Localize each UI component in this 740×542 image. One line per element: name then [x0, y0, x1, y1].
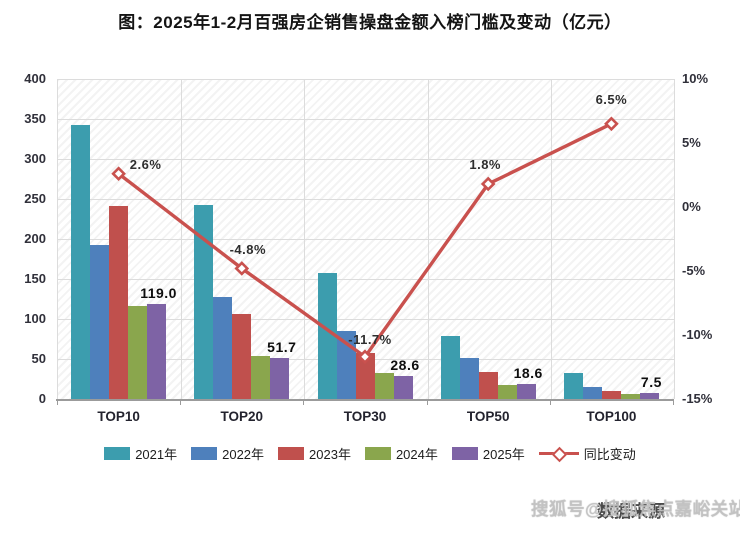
- gridline-horizontal: [58, 119, 674, 120]
- legend: 2021年 2022年 2023年 2024年 2025年 同比变动: [0, 444, 740, 463]
- data-label: 18.6: [513, 365, 543, 382]
- y-tick-label-left: 0: [38, 391, 46, 406]
- gridline-vertical: [181, 79, 183, 399]
- bar-2025年-TOP30: [393, 376, 413, 399]
- legend-swatch: [104, 447, 131, 460]
- x-tick-label: TOP30: [343, 409, 387, 424]
- bar-2023年-TOP50: [478, 371, 498, 399]
- chart-title: 图：2025年1-2月百强房企销售操盘金额入榜门槛及变动（亿元）: [118, 13, 622, 32]
- source-text: 数据来源: [597, 502, 665, 521]
- bar-2025年-TOP20: [270, 357, 290, 399]
- trend-label: 1.8%: [469, 156, 501, 172]
- bar-2024年-TOP30: [374, 373, 394, 399]
- legend-item-label: 2023年: [309, 447, 351, 462]
- bar-2021年-TOP50: [440, 335, 460, 399]
- bar-2024年-TOP50: [497, 385, 517, 399]
- gridline-horizontal: [58, 79, 674, 80]
- bar-2024年-TOP20: [251, 355, 271, 399]
- legend-item-label: 2025年: [482, 447, 525, 462]
- x-axis-tickmark: [673, 401, 674, 405]
- y-tick-label-right: 5%: [682, 135, 701, 150]
- x-axis-tickmark: [57, 401, 58, 405]
- y-tick-label-left: 150: [24, 271, 46, 286]
- legend-swatch: [364, 447, 391, 460]
- y-tick-label-left: 300: [24, 151, 46, 166]
- y-tick-label-left: 100: [24, 311, 46, 326]
- data-label: 7.5: [640, 374, 662, 390]
- legend-item-label: 2022年: [222, 447, 265, 462]
- y-tick-label-right: -10%: [682, 327, 713, 342]
- x-axis-tickmark: [303, 401, 305, 405]
- legend-item-同比变动: 同比变动: [538, 444, 636, 463]
- legend-diamond-marker: [551, 446, 568, 463]
- data-label: 51.7: [267, 338, 297, 355]
- y-tick-label-left: 200: [24, 231, 46, 246]
- bar-2022年-TOP10: [90, 245, 110, 399]
- legend-item-2024年: 2024年: [364, 444, 438, 463]
- bar-2025年-TOP100: [639, 393, 659, 399]
- x-tick-label: TOP20: [220, 409, 264, 424]
- bar-2021年-TOP10: [71, 124, 91, 399]
- bar-2021年-TOP20: [194, 205, 214, 399]
- x-tick-label: TOP10: [97, 409, 140, 424]
- x-tick-label: TOP50: [466, 409, 510, 424]
- legend-line-swatch: [538, 446, 579, 463]
- trend-label: 6.5%: [595, 91, 628, 107]
- bar-2024年-TOP100: [620, 394, 640, 399]
- trend-label: -4.8%: [229, 242, 267, 258]
- legend-item-label: 2024年: [395, 447, 438, 462]
- trend-label: 2.6%: [129, 156, 162, 172]
- y-tick-label-right: 10%: [682, 71, 709, 86]
- legend-item-2021年: 2021年: [104, 444, 177, 463]
- x-axis-tickmark: [549, 401, 551, 405]
- legend-swatch: [451, 447, 478, 460]
- watermark-text: 搜狐号@搜狐焦点嘉峪关站: [531, 499, 740, 519]
- legend-item-label: 同比变动: [583, 447, 636, 462]
- bar-2022年-TOP20: [213, 297, 233, 399]
- bar-2023年-TOP10: [109, 206, 129, 399]
- y-tick-label-right: -15%: [682, 391, 713, 406]
- bar-2022年-TOP100: [582, 387, 602, 399]
- y-tick-label-right: -5%: [682, 263, 706, 278]
- y-tick-label-left: 50: [31, 351, 46, 366]
- legend-item-2025年: 2025年: [451, 444, 525, 463]
- x-axis-tickmark: [180, 401, 182, 405]
- gridline-vertical: [550, 79, 552, 399]
- legend-swatch: [191, 447, 218, 460]
- bar-2023年-TOP30: [355, 353, 375, 399]
- bar-2021年-TOP100: [563, 372, 583, 399]
- gridline-vertical: [427, 79, 429, 399]
- y-tick-label-left: 400: [24, 71, 46, 86]
- gridline-horizontal: [58, 239, 674, 240]
- x-axis-tickmark: [426, 401, 428, 405]
- bar-2024年-TOP10: [128, 306, 148, 399]
- y-tick-label-right: 0%: [682, 199, 701, 214]
- trend-label: -11.7%: [348, 331, 392, 347]
- bar-2023年-TOP100: [601, 391, 621, 399]
- bar-2025年-TOP10: [147, 303, 167, 399]
- data-label: 28.6: [390, 357, 420, 374]
- bar-2023年-TOP20: [232, 314, 252, 399]
- legend-item-2023年: 2023年: [278, 444, 351, 463]
- bar-2025年-TOP50: [516, 384, 536, 399]
- legend-swatch: [278, 447, 305, 460]
- gridline-horizontal: [58, 199, 674, 200]
- x-axis-line: [56, 399, 674, 401]
- bar-2022年-TOP50: [459, 358, 479, 399]
- x-tick-label: TOP100: [586, 409, 637, 424]
- legend-item-label: 2021年: [135, 447, 178, 462]
- y-tick-label-left: 250: [24, 191, 46, 206]
- gridline-horizontal: [58, 279, 674, 280]
- legend-item-2022年: 2022年: [191, 444, 264, 463]
- y-tick-label-left: 350: [24, 111, 46, 126]
- data-label: 119.0: [140, 284, 177, 301]
